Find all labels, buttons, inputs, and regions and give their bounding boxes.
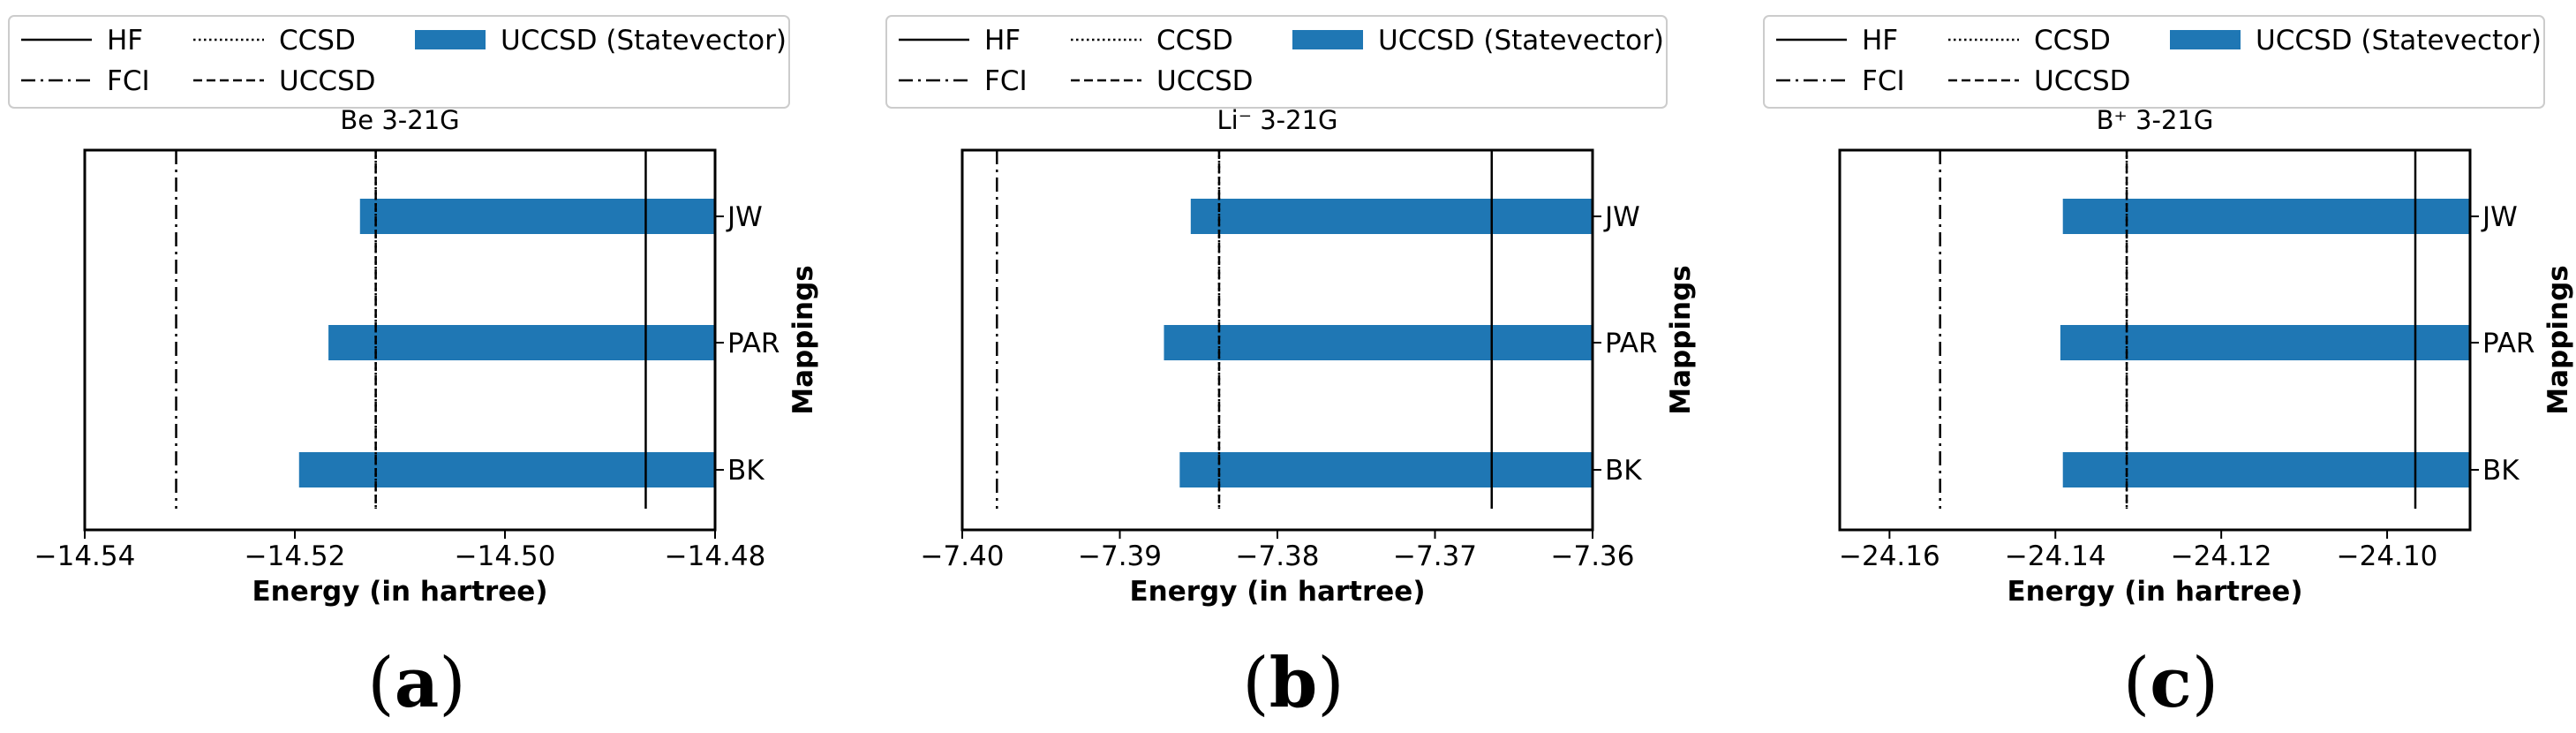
y-tick-label-jw: JW	[2481, 201, 2518, 233]
panel-b: HF FCI CCSD UCCSD UCCSD (Statevector) Li⁻ 3-2…	[885, 15, 1697, 723]
x-tick-label: −14.52	[245, 540, 346, 572]
bar-par	[2060, 325, 2470, 360]
legend-label-fci: FCI	[984, 65, 1028, 97]
legend-label-uccsd: UCCSD	[279, 65, 376, 97]
chart-title: Be 3-21G	[340, 105, 459, 135]
bar-par	[328, 325, 715, 360]
legend-swatch-statevector	[415, 30, 486, 49]
x-axis-label: Energy (in hartree)	[1129, 576, 1425, 608]
legend-label-hf: HF	[1862, 25, 1898, 57]
x-tick-label: −7.38	[1236, 540, 1320, 572]
legend-label-statevector: UCCSD (Statevector)	[501, 25, 787, 57]
bar-bk	[298, 452, 715, 487]
legend-label-uccsd: UCCSD	[1156, 65, 1254, 97]
legend: HF FCI CCSD UCCSD UCCSD (Statevector)	[8, 15, 790, 109]
x-axis-label: Energy (in hartree)	[2007, 576, 2302, 608]
x-tick-label: −14.54	[34, 540, 136, 572]
panel-a: HF FCI CCSD UCCSD UCCSD (Statevector) Be 3-21…	[8, 15, 819, 723]
legend-label-uccsd: UCCSD	[2034, 65, 2131, 97]
x-tick-label: −24.10	[2337, 540, 2438, 572]
y-tick-label-bk: BK	[1605, 455, 1642, 487]
panel-caption: (c)	[2123, 643, 2218, 723]
legend-label-fci: FCI	[1862, 65, 1905, 97]
legend-label-ccsd: CCSD	[279, 25, 356, 57]
legend: HF FCI CCSD UCCSD UCCSD (Statevector)	[1763, 15, 2545, 109]
y-axis-label: Mappings	[2542, 265, 2574, 415]
y-tick-label-par: PAR	[2482, 328, 2535, 359]
y-tick-label-bk: BK	[2482, 455, 2520, 487]
legend-label-ccsd: CCSD	[2034, 25, 2111, 57]
legend-swatch-statevector	[2170, 30, 2241, 49]
x-tick-label: −14.48	[665, 540, 766, 572]
x-tick-label: −7.39	[1078, 540, 1162, 572]
y-tick-label-par: PAR	[1605, 328, 1657, 359]
legend-label-fci: FCI	[107, 65, 150, 97]
legend-label-hf: HF	[984, 25, 1021, 57]
caption-letter: a	[395, 643, 440, 723]
bar-bk	[1179, 452, 1593, 487]
y-axis-label: Mappings	[787, 265, 819, 415]
chart-title: B⁺ 3-21G	[2097, 105, 2214, 135]
axes-frame	[1838, 148, 2472, 532]
panel-c: HF FCI CCSD UCCSD UCCSD (Statevector) B⁺ 3-21…	[1763, 15, 2574, 723]
legend-label-hf: HF	[107, 25, 143, 57]
panel-caption: (b)	[1242, 643, 1344, 723]
caption-letter: c	[2150, 643, 2192, 723]
x-tick-label: −24.16	[1839, 540, 1940, 572]
legend-label-ccsd: CCSD	[1156, 25, 1233, 57]
chart-title: Li⁻ 3-21G	[1216, 105, 1337, 135]
y-tick-label-jw: JW	[1603, 201, 1640, 233]
legend-label-statevector: UCCSD (Statevector)	[1378, 25, 1664, 57]
caption-letter: b	[1269, 643, 1318, 723]
bar-jw	[1190, 199, 1593, 234]
y-tick-label-jw: JW	[726, 201, 763, 233]
y-tick-label-bk: BK	[727, 455, 765, 487]
x-tick-label: −14.50	[455, 540, 556, 572]
x-tick-label: −24.12	[2171, 540, 2272, 572]
x-tick-label: −7.40	[921, 540, 1005, 572]
x-tick-label: −24.14	[2005, 540, 2106, 572]
bar-jw	[359, 199, 715, 234]
y-axis-label: Mappings	[1665, 265, 1697, 415]
legend: HF FCI CCSD UCCSD UCCSD (Statevector)	[885, 15, 1668, 109]
bar-par	[1164, 325, 1593, 360]
axes-frame	[83, 148, 717, 532]
x-tick-label: −7.37	[1393, 540, 1477, 572]
x-tick-label: −7.36	[1551, 540, 1635, 572]
panel-caption: (a)	[367, 643, 465, 723]
x-axis-label: Energy (in hartree)	[252, 576, 547, 608]
legend-swatch-statevector	[1292, 30, 1363, 49]
bar-bk	[2062, 452, 2470, 487]
bar-jw	[2062, 199, 2470, 234]
y-tick-label-par: PAR	[727, 328, 780, 359]
legend-label-statevector: UCCSD (Statevector)	[2256, 25, 2542, 57]
